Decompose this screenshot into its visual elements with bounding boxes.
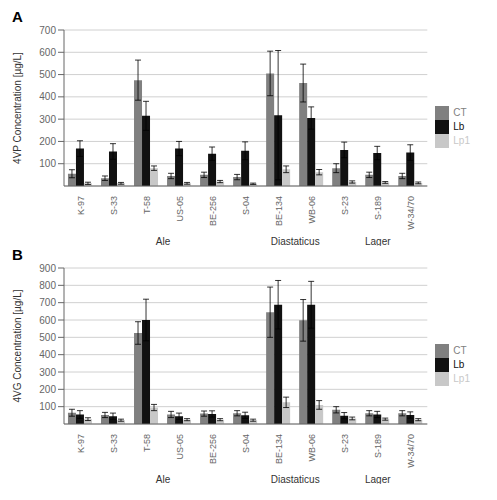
svg-text:700: 700 [39,297,56,308]
svg-text:4VG Concentration [µg/L]: 4VG Concentration [µg/L] [12,289,23,402]
svg-text:Lager: Lager [365,474,391,484]
svg-text:S-189: S-189 [373,196,383,220]
svg-text:S-23: S-23 [340,434,350,453]
svg-text:BE-256: BE-256 [208,434,218,464]
svg-text:700: 700 [39,25,56,36]
svg-text:S-33: S-33 [109,434,119,453]
svg-text:500: 500 [39,69,56,80]
svg-text:BE-256: BE-256 [208,196,218,226]
svg-text:600: 600 [39,315,56,326]
svg-text:S-04: S-04 [241,434,251,453]
svg-text:800: 800 [39,280,56,291]
svg-text:400: 400 [39,349,56,360]
svg-text:T-58: T-58 [142,434,152,452]
svg-text:S-04: S-04 [241,196,251,215]
svg-text:Diastaticus: Diastaticus [271,236,320,246]
svg-text:S-189: S-189 [373,434,383,458]
svg-text:500: 500 [39,332,56,343]
svg-text:BE-134: BE-134 [274,196,284,226]
svg-text:4VP Concentration [µg/L]: 4VP Concentration [µg/L] [12,52,23,164]
svg-text:US-05: US-05 [175,434,185,460]
svg-text:200: 200 [39,384,56,395]
svg-text:WB-06: WB-06 [307,196,317,224]
html-text:Lp1: Lp1 [453,372,470,384]
svg-text:100: 100 [39,401,56,412]
html-text:A: A [12,8,23,25]
svg-text:100: 100 [39,158,56,169]
html-text:Lp1: Lp1 [453,134,470,146]
html-text:CT: CT [453,344,467,356]
svg-text:300: 300 [39,367,56,378]
html-text:B: B [12,246,23,263]
svg-text:US-05: US-05 [175,196,185,222]
svg-text:600: 600 [39,47,56,58]
svg-text:300: 300 [39,114,56,125]
svg-text:BE-134: BE-134 [274,434,284,464]
svg-text:900: 900 [39,263,56,274]
svg-text:K-97: K-97 [76,434,86,453]
svg-text:WB-06: WB-06 [307,434,317,462]
svg-text:400: 400 [39,91,56,102]
svg-text:S-23: S-23 [340,196,350,215]
html-text:CT: CT [453,106,467,118]
svg-text:T-58: T-58 [142,196,152,214]
svg-text:W-34/70: W-34/70 [406,434,416,468]
svg-text:Lager: Lager [365,236,391,246]
svg-text:K-97: K-97 [76,196,86,215]
svg-text:Ale: Ale [156,474,171,484]
svg-text:Ale: Ale [156,236,171,246]
svg-text:Diastaticus: Diastaticus [271,474,320,484]
svg-text:200: 200 [39,136,56,147]
svg-text:W-34/70: W-34/70 [406,196,416,230]
html-text:Lb: Lb [453,358,465,370]
svg-text:S-33: S-33 [109,196,119,215]
html-text:Lb: Lb [453,120,465,132]
